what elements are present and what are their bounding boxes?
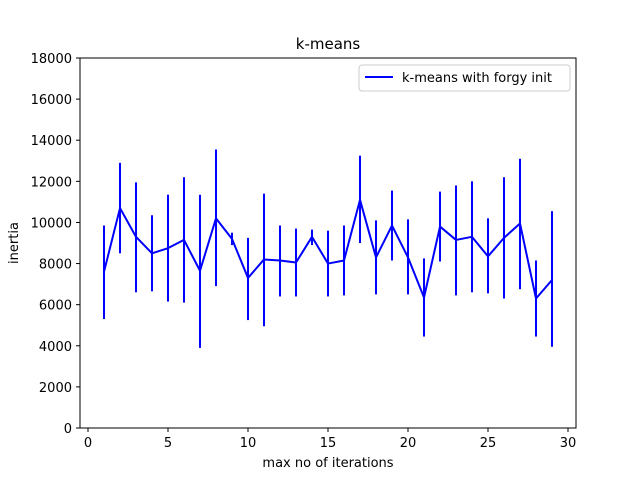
x-tick-label: 20: [400, 436, 417, 451]
y-tick-label: 4000: [39, 340, 72, 355]
x-tick-label: 10: [240, 436, 257, 451]
x-tick-label: 0: [84, 436, 92, 451]
y-tick-label: 16000: [31, 93, 72, 108]
y-tick-label: 18000: [31, 52, 72, 67]
chart-title: k-means: [296, 35, 361, 53]
y-tick-label: 6000: [39, 299, 72, 314]
x-tick-label: 30: [560, 436, 577, 451]
y-axis-label: inertia: [7, 222, 22, 264]
legend-box: [358, 64, 571, 92]
y-tick-label: 14000: [31, 134, 72, 149]
plot-area: [79, 57, 577, 429]
x-axis-label: max no of iterations: [262, 456, 393, 471]
x-tick-label: 5: [164, 436, 172, 451]
x-tick-label: 15: [320, 436, 337, 451]
legend-label: k-means with forgy init: [402, 71, 552, 86]
y-tick-label: 2000: [39, 381, 72, 396]
series-line: [103, 198, 553, 300]
y-tick-label: 12000: [31, 175, 72, 190]
y-tick-label: 8000: [39, 258, 72, 273]
legend: k-means with forgy init: [358, 64, 571, 92]
y-tick-label: 10000: [31, 216, 72, 231]
x-tick-label: 25: [480, 436, 497, 451]
y-tick-label: 0: [64, 422, 72, 437]
axis-ticks: 0 5 10 15 20 25 30 0 2000 4000 6000 8000 10000 12000 1…: [31, 52, 577, 451]
